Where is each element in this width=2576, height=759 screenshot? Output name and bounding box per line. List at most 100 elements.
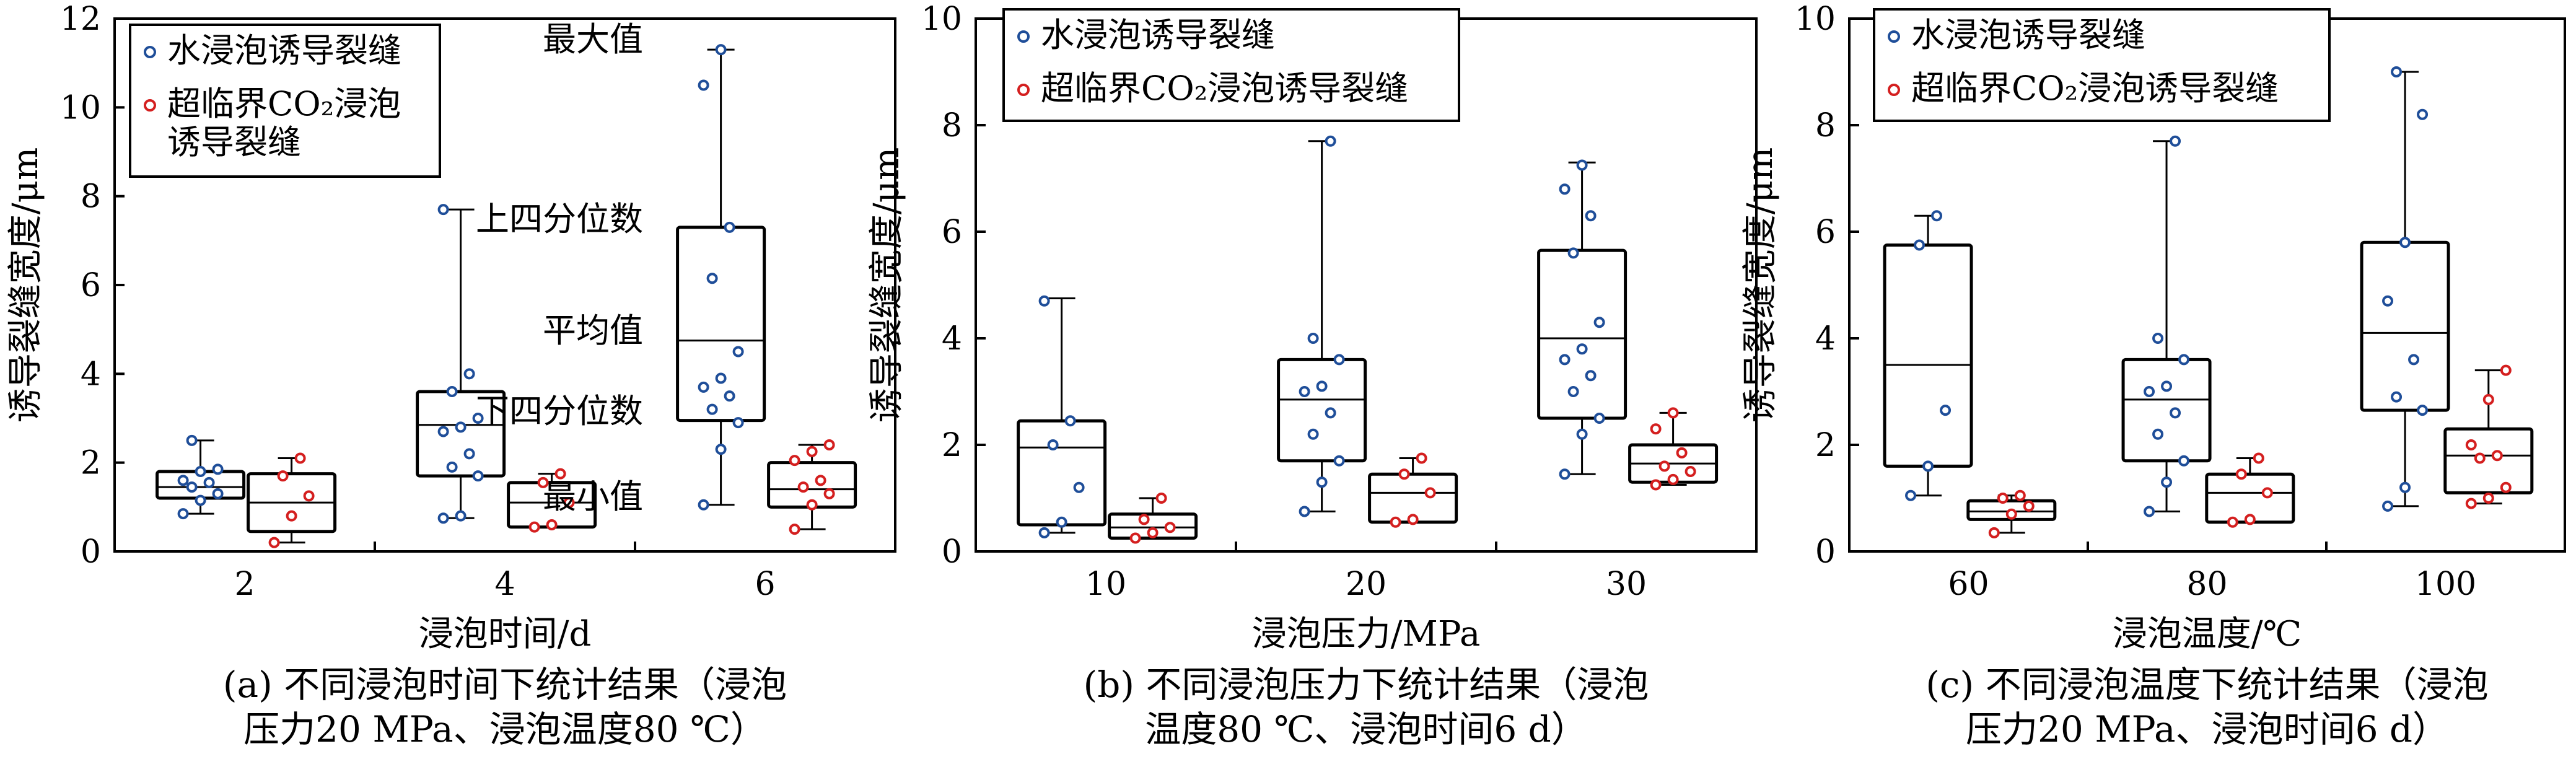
data-point xyxy=(1576,428,1588,440)
data-point xyxy=(294,452,306,464)
data-point xyxy=(2474,452,2486,464)
iqr-box xyxy=(2121,358,2212,463)
legend-marker xyxy=(1017,30,1030,43)
data-point xyxy=(698,499,709,511)
legend-marker xyxy=(1888,30,1900,43)
data-point xyxy=(806,445,818,457)
legend-label: 超临界CO₂浸泡诱导裂缝 xyxy=(1041,69,1408,108)
data-point xyxy=(797,481,809,493)
y-tick-label: 6 xyxy=(81,267,101,304)
y-axis-title: 诱导裂缝宽度/μm xyxy=(1740,147,1781,423)
y-axis-title: 诱导裂缝宽度/μm xyxy=(6,147,46,423)
data-point xyxy=(186,481,198,493)
data-point xyxy=(1559,354,1571,366)
data-point xyxy=(1658,460,1670,472)
data-point xyxy=(1333,455,1345,467)
data-point xyxy=(1905,489,1917,501)
iqr-box xyxy=(676,226,766,423)
data-point xyxy=(1585,210,1597,222)
box-0-1 xyxy=(2121,135,2212,517)
box-1-0 xyxy=(1966,489,2057,538)
box-annotation: 上四分位数 xyxy=(476,200,643,239)
box-annotation: 下四分位数 xyxy=(476,392,643,431)
box-1-2 xyxy=(767,439,857,535)
data-point xyxy=(2170,407,2181,419)
y-tick-label: 12 xyxy=(60,1,101,38)
data-point xyxy=(537,476,549,488)
y-tick-label: 0 xyxy=(81,533,101,571)
box-0-2 xyxy=(2360,66,2450,512)
data-point xyxy=(286,510,297,522)
box-0-0 xyxy=(1883,210,1973,501)
box-annotation: 平均值 xyxy=(543,311,643,350)
legend-frame xyxy=(1873,8,2331,122)
data-point xyxy=(2178,354,2190,366)
y-tick-label: 6 xyxy=(1815,214,1836,251)
data-point xyxy=(1325,407,1336,419)
x-axis-title: 浸泡压力/MPa xyxy=(1252,614,1481,654)
data-point xyxy=(195,466,206,477)
data-point xyxy=(1914,239,1925,251)
data-point xyxy=(2500,481,2512,493)
data-point xyxy=(1129,532,1141,544)
box-1-0 xyxy=(1108,493,1198,544)
y-tick-label: 8 xyxy=(81,178,101,216)
iqr-box xyxy=(1537,248,1628,420)
x-tick-label: 4 xyxy=(494,566,515,603)
data-point xyxy=(455,510,467,522)
panel-caption: 压力20 MPa、浸泡时间6 d） xyxy=(1966,708,2448,750)
box-0-1 xyxy=(416,204,506,524)
y-tick-label: 10 xyxy=(1795,1,1836,38)
box-0-2 xyxy=(676,44,766,511)
data-point xyxy=(1559,183,1571,195)
data-point xyxy=(1931,210,1943,222)
data-point xyxy=(698,79,709,91)
data-point xyxy=(2391,391,2403,403)
data-point xyxy=(789,524,800,535)
panel-caption: 压力20 MPa、浸泡温度80 ℃） xyxy=(243,708,766,750)
box-0-2 xyxy=(1537,159,1628,480)
data-point xyxy=(195,494,206,506)
data-point xyxy=(1940,405,1952,416)
legend-marker xyxy=(144,46,156,58)
legend-marker xyxy=(144,99,156,112)
y-tick-label: 4 xyxy=(1815,320,1836,358)
box-1-1 xyxy=(1368,452,1458,528)
data-point xyxy=(706,273,718,284)
data-point xyxy=(2152,428,2164,440)
iqr-box xyxy=(1883,243,1973,468)
box-annotation: 最小值 xyxy=(543,477,643,516)
iqr-box xyxy=(2443,427,2534,494)
x-tick-label: 100 xyxy=(2415,566,2476,603)
data-point xyxy=(1650,423,1662,435)
legend-label: 水浸泡诱导裂缝 xyxy=(167,31,401,70)
y-tick-label: 0 xyxy=(942,533,962,571)
box-0-0 xyxy=(156,434,246,520)
box-1-0 xyxy=(247,452,337,548)
data-point xyxy=(463,448,475,460)
data-point xyxy=(1567,247,1579,259)
data-point xyxy=(186,434,198,446)
legend-marker xyxy=(1017,84,1030,96)
data-point xyxy=(455,421,467,433)
data-point xyxy=(1576,159,1588,171)
data-point xyxy=(2382,295,2394,307)
x-tick-label: 20 xyxy=(1346,566,1387,603)
data-point xyxy=(277,470,289,482)
data-point xyxy=(823,439,835,450)
data-point xyxy=(1407,514,1419,525)
data-point xyxy=(2005,508,2017,520)
box-1-1 xyxy=(507,468,597,533)
data-point xyxy=(1147,527,1159,538)
data-point xyxy=(1307,333,1319,344)
panel-caption: (a) 不同浸泡时间下统计结果（浸泡 xyxy=(223,664,787,706)
iqr-box xyxy=(416,390,506,478)
data-point xyxy=(1676,447,1688,458)
data-point xyxy=(806,499,818,511)
data-point xyxy=(1316,380,1328,392)
data-point xyxy=(1667,407,1679,419)
data-point xyxy=(1299,386,1310,397)
data-point xyxy=(1073,481,1085,493)
